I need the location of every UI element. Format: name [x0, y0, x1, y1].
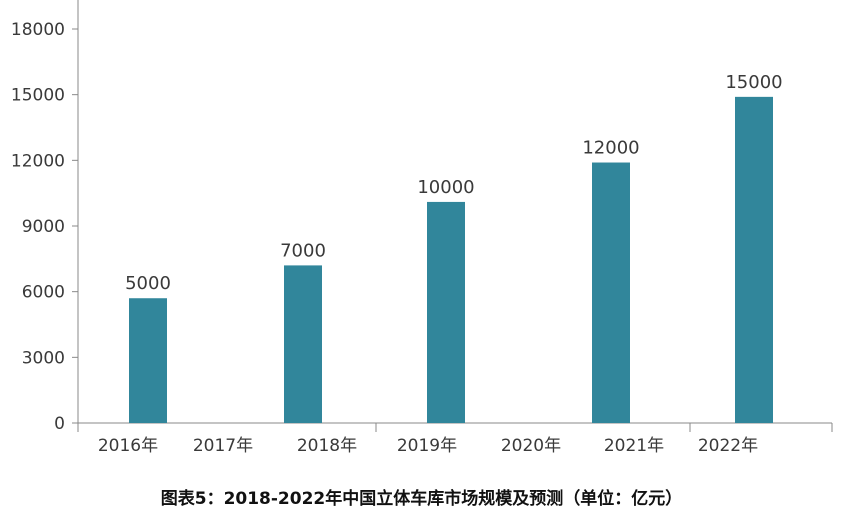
x-tick-label: 2019年 — [397, 436, 457, 456]
data-label: 7000 — [280, 240, 326, 261]
y-tick-label: 9000 — [22, 217, 65, 237]
x-tick-label: 2017年 — [193, 436, 253, 456]
bar — [427, 201, 465, 423]
data-label: 12000 — [582, 138, 639, 159]
chart-caption: 图表5：2018-2022年中国立体车库市场规模及预测（单位：亿元） — [160, 489, 683, 509]
x-tick-label: 2022年 — [698, 436, 758, 456]
data-label: 5000 — [125, 273, 171, 294]
bar-chart-svg: 0 3000 6000 9000 12000 15000 18000 2016年 2017年 20… — [11, 0, 833, 456]
x-tick-label: 2021年 — [604, 436, 664, 456]
bar — [735, 96, 773, 423]
x-tick-label: 2020年 — [501, 436, 561, 456]
data-label: 10000 — [417, 177, 474, 198]
y-tick-label: 3000 — [22, 348, 65, 368]
y-tick-label: 6000 — [22, 283, 65, 303]
bar — [592, 162, 630, 423]
bar — [129, 298, 167, 423]
data-label: 15000 — [725, 72, 782, 93]
bar — [284, 265, 322, 423]
y-tick-label: 0 — [54, 414, 65, 434]
y-tick-label: 18000 — [11, 20, 65, 40]
x-tick-label: 2018年 — [297, 436, 357, 456]
y-tick-label: 12000 — [11, 151, 65, 171]
y-tick-label: 15000 — [11, 86, 65, 106]
x-tick-label: 2016年 — [98, 436, 158, 456]
